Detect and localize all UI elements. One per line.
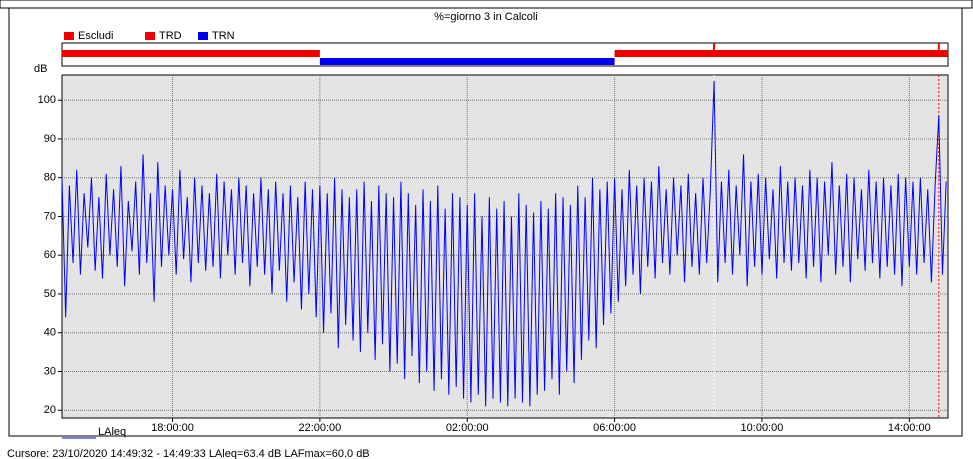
header-row	[0, 0, 973, 9]
y-tick-label: 30	[44, 365, 56, 377]
x-tick-label: 22:00:00	[298, 422, 341, 434]
y-tick-label: 20	[44, 404, 56, 416]
chart-title: %=giorno 3 in Calcoli	[434, 11, 538, 23]
x-tick-label: 14:00:00	[888, 422, 931, 434]
legend-swatch	[198, 32, 208, 40]
data-line	[61, 80, 947, 407]
y-tick-label: 70	[44, 210, 56, 222]
y-tick-label: 100	[38, 94, 56, 106]
legend-label: TRN	[212, 30, 235, 42]
band	[319, 58, 615, 65]
x-tick-label: 10:00:00	[741, 422, 784, 434]
x-tick-label: 18:00:00	[151, 422, 194, 434]
y-tick-label: 40	[44, 327, 56, 339]
band	[614, 50, 948, 57]
x-tick-label: 02:00:00	[446, 422, 489, 434]
legend-label: LAleq	[98, 426, 126, 438]
y-tick-label: 80	[44, 172, 56, 184]
legend-label: TRD	[159, 30, 182, 42]
legend-label: Escludi	[78, 30, 113, 42]
y-axis-label: dB	[34, 63, 47, 75]
y-tick-label: 50	[44, 288, 56, 300]
legend-swatch	[145, 32, 155, 40]
x-tick-label: 06:00:00	[593, 422, 636, 434]
band	[62, 50, 320, 57]
y-tick-label: 60	[44, 249, 56, 261]
footer: Cursore: 23/10/2020 14:49:32 - 14:49:33 …	[7, 448, 370, 459]
y-tick-label: 90	[44, 133, 56, 145]
chart-frame	[8, 7, 963, 437]
legend-swatch	[64, 32, 74, 40]
